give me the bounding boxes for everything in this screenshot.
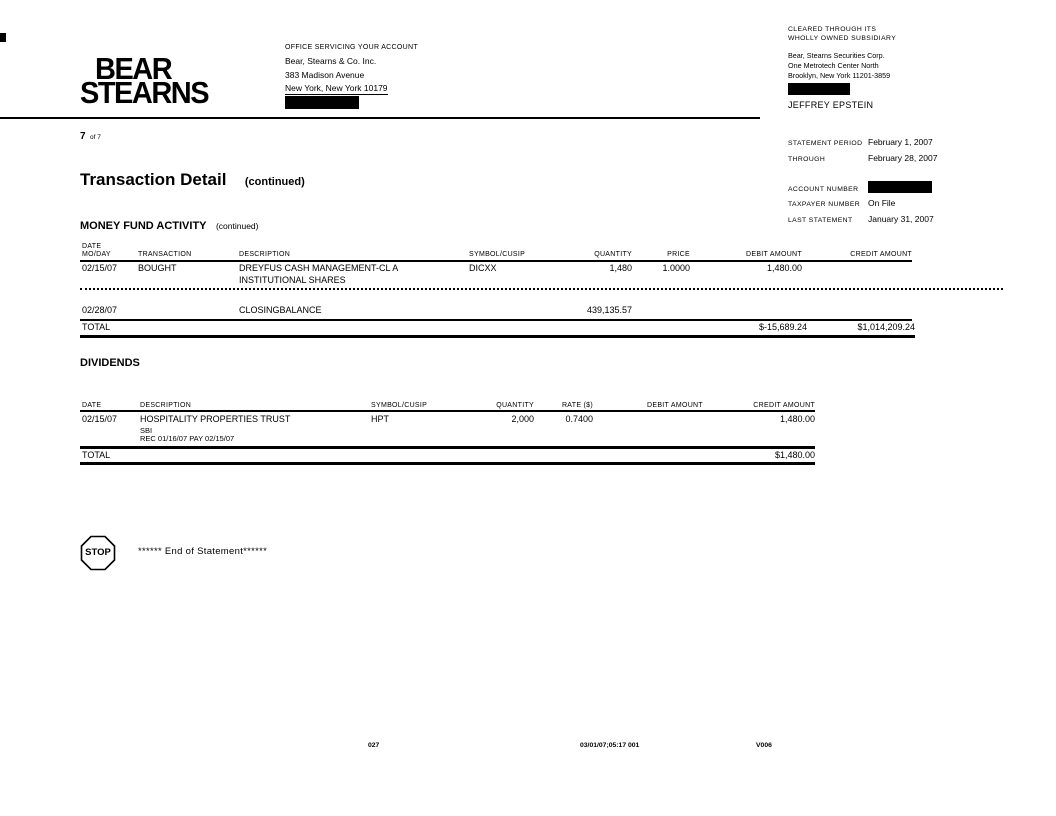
div-row-description-line1: HOSPITALITY PROPERTIES TRUST: [140, 414, 291, 424]
mf-closing-description: CLOSINGBALANCE: [239, 305, 322, 315]
div-total-label: TOTAL: [82, 450, 111, 460]
logo-line2: STEARNS: [80, 77, 210, 111]
mf-col-description: DESCRIPTION: [239, 251, 291, 258]
div-col-description: DESCRIPTION: [140, 402, 192, 409]
office-line3: New York, New York 10179: [285, 83, 388, 95]
mf-col-moday: MO/DAY: [82, 251, 111, 258]
mf-dotted-separator: [80, 288, 1003, 290]
div-row-description-line3: REC 01/16/07 PAY 02/15/07: [140, 434, 235, 443]
clearing-label-line1: CLEARED THROUGH ITS: [788, 26, 877, 33]
div-col-symbol: SYMBOL/CUSIP: [371, 402, 428, 409]
account-number-label: ACCOUNT NUMBER: [788, 186, 859, 193]
redacted-account-number-bar: [868, 181, 932, 193]
div-row-date: 02/15/07: [82, 414, 118, 424]
statement-period-value: February 1, 2007: [868, 137, 933, 147]
mf-col-date: DATE: [82, 243, 102, 250]
logo-line1: BEAR: [95, 52, 173, 87]
office-line1: Bear, Stearns & Co. Inc.: [285, 56, 377, 66]
div-row-description-line2: SBI: [140, 426, 153, 435]
scan-artifact-mark: [0, 33, 6, 42]
div-row-credit: 1,480.00: [779, 414, 815, 424]
end-of-statement-message: ****** End of Statement******: [138, 546, 268, 557]
mf-closing-quantity: 439,135.57: [586, 305, 632, 315]
mf-row-transaction: BOUGHT: [138, 263, 177, 273]
mf-col-symbol: SYMBOL/CUSIP: [469, 251, 526, 258]
money-fund-heading: MONEY FUND ACTIVITY: [80, 220, 207, 232]
div-col-date: DATE: [82, 402, 102, 409]
through-value: February 28, 2007: [868, 153, 938, 163]
through-label: THROUGH: [788, 156, 826, 163]
stop-sign: STOP: [80, 535, 116, 571]
mf-row-description-line2: INSTITUTIONAL SHARES: [239, 275, 346, 285]
last-statement-value: January 31, 2007: [868, 214, 934, 224]
div-col-debit: DEBIT AMOUNT: [647, 402, 703, 409]
page-of-label: of 7: [90, 134, 101, 141]
mf-row-date: 02/15/07: [82, 263, 118, 273]
clearing-line3: Brooklyn, New York 11201-3859: [788, 71, 891, 80]
mf-total-credit: $1,014,209.24: [857, 322, 915, 332]
clearing-line1: Bear, Stearns Securities Corp.: [788, 51, 885, 60]
account-holder-name: JEFFREY EPSTEIN: [788, 100, 874, 110]
mf-row-description-line1: DREYFUS CASH MANAGEMENT-CL A: [239, 263, 399, 273]
div-row-rule: [80, 446, 815, 449]
div-row-quantity: 2,000: [511, 414, 534, 424]
mf-row-debit: 1,480.00: [766, 263, 802, 273]
clearing-label-line2: WHOLLY OWNED SUBSIDIARY: [788, 35, 897, 42]
mf-bottom-rule: [80, 335, 915, 338]
stop-label: STOP: [85, 547, 111, 558]
div-row-rate: 0.7400: [565, 414, 593, 424]
page-title: Transaction Detail: [80, 170, 227, 189]
mf-total-debit: $-15,689.24: [758, 322, 807, 332]
office-label: OFFICE SERVICING YOUR ACCOUNT: [285, 44, 418, 51]
stop-octagon-icon: [80, 535, 116, 571]
mf-col-transaction: TRANSACTION: [138, 251, 192, 258]
taxpayer-number-label: TAXPAYER NUMBER: [788, 201, 861, 208]
page-indicator: 7 of 7: [80, 126, 101, 144]
mf-row-price: 1.0000: [662, 263, 690, 273]
mf-row-quantity: 1,480: [609, 263, 632, 273]
statement-period-label: STATEMENT PERIOD: [788, 140, 863, 147]
taxpayer-number-value: On File: [868, 198, 896, 208]
mf-closing-date: 02/28/07: [82, 305, 118, 315]
div-total-credit: $1,480.00: [774, 450, 815, 460]
bear-stearns-logo: BEAR STEARNS: [80, 52, 210, 111]
div-bottom-rule: [80, 462, 815, 465]
header-divider: [0, 117, 760, 119]
div-col-quantity: QUANTITY: [496, 402, 534, 409]
office-line2: 383 Madison Avenue: [285, 70, 365, 80]
mf-col-credit: CREDIT AMOUNT: [850, 251, 912, 258]
money-fund-heading-row: MONEY FUND ACTIVITY (continued): [80, 216, 259, 234]
redacted-clearing-bar: [788, 83, 850, 95]
mf-col-debit: DEBIT AMOUNT: [746, 251, 802, 258]
mf-col-price: PRICE: [667, 251, 690, 258]
section-title-row: Transaction Detail (continued): [80, 170, 305, 190]
div-col-rate: RATE ($): [561, 402, 593, 409]
mf-closing-rule: [80, 319, 912, 321]
redacted-office-bar: [285, 96, 359, 109]
mf-col-quantity: QUANTITY: [594, 251, 632, 258]
div-header-rule: [80, 410, 815, 412]
dividends-heading: DIVIDENDS: [80, 357, 140, 369]
mf-header-rule: [80, 260, 912, 262]
last-statement-label: LAST STATEMENT: [788, 217, 853, 224]
mf-row-symbol: DICXX: [469, 263, 497, 273]
div-col-credit: CREDIT AMOUNT: [753, 402, 815, 409]
page-number: 7: [80, 131, 86, 142]
div-row-symbol: HPT: [371, 414, 389, 424]
mf-total-label: TOTAL: [82, 322, 111, 332]
footer-version-code: V006: [756, 742, 772, 749]
clearing-line2: One Metrotech Center North: [788, 61, 879, 70]
footer-left-code: 027: [368, 742, 380, 749]
page-title-suffix: (continued): [244, 176, 305, 188]
money-fund-heading-suffix: (continued): [215, 221, 259, 231]
footer-timestamp: 03/01/07;05:17 001: [580, 742, 640, 749]
